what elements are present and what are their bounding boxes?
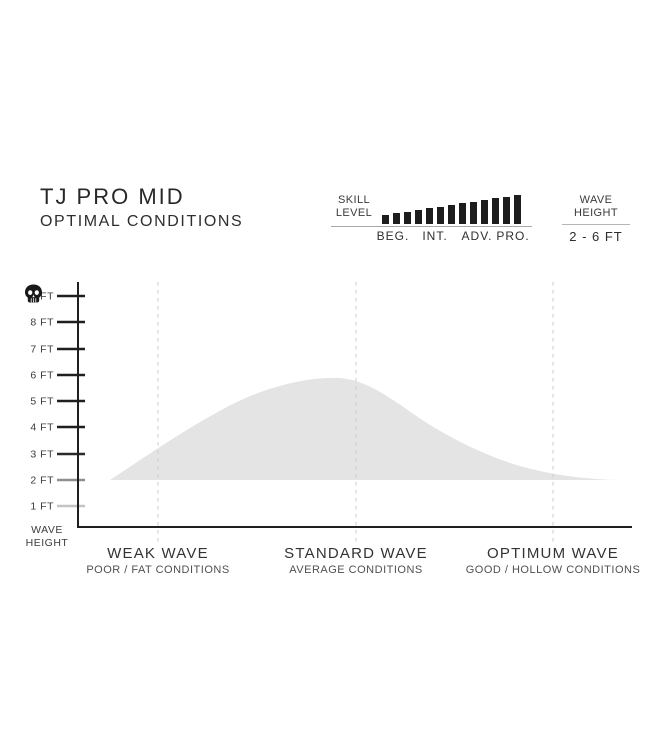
skill-bar	[448, 205, 455, 224]
skill-bar	[492, 198, 499, 224]
skill-level-label: SKILL LEVEL	[331, 194, 377, 220]
y-axis-title-line2: HEIGHT	[26, 537, 69, 549]
skill-bar	[514, 195, 521, 224]
optimal-conditions-area	[110, 377, 620, 480]
category-label: WEAK WAVE	[107, 545, 209, 562]
skill-bar	[470, 202, 477, 224]
y-axis-label-7ft: 7 FT	[30, 344, 54, 356]
skill-bar	[503, 197, 510, 224]
category-label: STANDARD WAVE	[284, 545, 428, 562]
y-axis-label-6ft: 6 FT	[30, 370, 54, 382]
skill-bar	[393, 213, 400, 224]
wave-height-value: 2 - 6 FT	[569, 229, 623, 244]
skill-level-beg: BEG.	[376, 229, 410, 243]
skill-level-pro: PRO.	[496, 229, 530, 243]
y-axis-label-1ft: 1 FT	[30, 501, 54, 513]
skill-level-bars-icon	[382, 195, 521, 224]
skull-icon	[25, 284, 42, 303]
wave-height-label-line2: HEIGHT	[574, 207, 618, 219]
y-axis-label-4ft: 4 FT	[30, 422, 54, 434]
category-label: OPTIMUM WAVE	[487, 545, 619, 562]
skill-divider	[331, 226, 532, 227]
skill-level-int: INT.	[422, 229, 448, 243]
y-axis-title-line1: WAVE	[31, 524, 63, 536]
skill-label-line1: SKILL	[338, 194, 370, 206]
skill-bar	[481, 200, 488, 224]
chart-subtitle: OPTIMAL CONDITIONS	[40, 213, 244, 230]
category-standard-wave: STANDARD WAVE AVERAGE CONDITIONS	[284, 545, 428, 577]
board-title: TJ PRO MID	[40, 184, 185, 209]
category-sublabel: GOOD / HOLLOW CONDITIONS	[465, 564, 641, 576]
category-optimum-wave: OPTIMUM WAVE GOOD / HOLLOW CONDITIONS	[466, 545, 641, 577]
wave-height-label-line1: WAVE	[579, 194, 613, 206]
skill-bar	[415, 210, 422, 224]
category-weak-wave: WEAK WAVE POOR / FAT CONDITIONS	[86, 545, 229, 577]
skill-level-adv: ADV.	[461, 229, 493, 243]
category-sublabel: POOR / FAT CONDITIONS	[86, 564, 230, 576]
skill-bar	[437, 207, 444, 224]
category-sublabel: AVERAGE CONDITIONS	[289, 564, 423, 576]
header: TJ PRO MID OPTIMAL CONDITIONS	[40, 183, 243, 233]
y-axis-label-5ft: 5 FT	[30, 396, 54, 408]
skill-bar	[404, 212, 411, 224]
wave-height-divider	[562, 224, 630, 225]
wave-height-label: WAVE HEIGHT	[558, 194, 634, 220]
y-axis-label-2ft: 2 FT	[30, 475, 54, 487]
skill-label-line2: LEVEL	[335, 207, 373, 219]
skill-bar	[459, 203, 466, 224]
y-axis-label-8ft: 8 FT	[30, 317, 54, 329]
skill-bar	[382, 215, 389, 224]
y-axis-label-3ft: 3 FT	[30, 449, 54, 461]
skill-bar	[426, 208, 433, 224]
conditions-chart: + FT 8 FT 7 FT 6 FT 5 FT 4 FT 3 FT 2 FT …	[25, 282, 632, 549]
